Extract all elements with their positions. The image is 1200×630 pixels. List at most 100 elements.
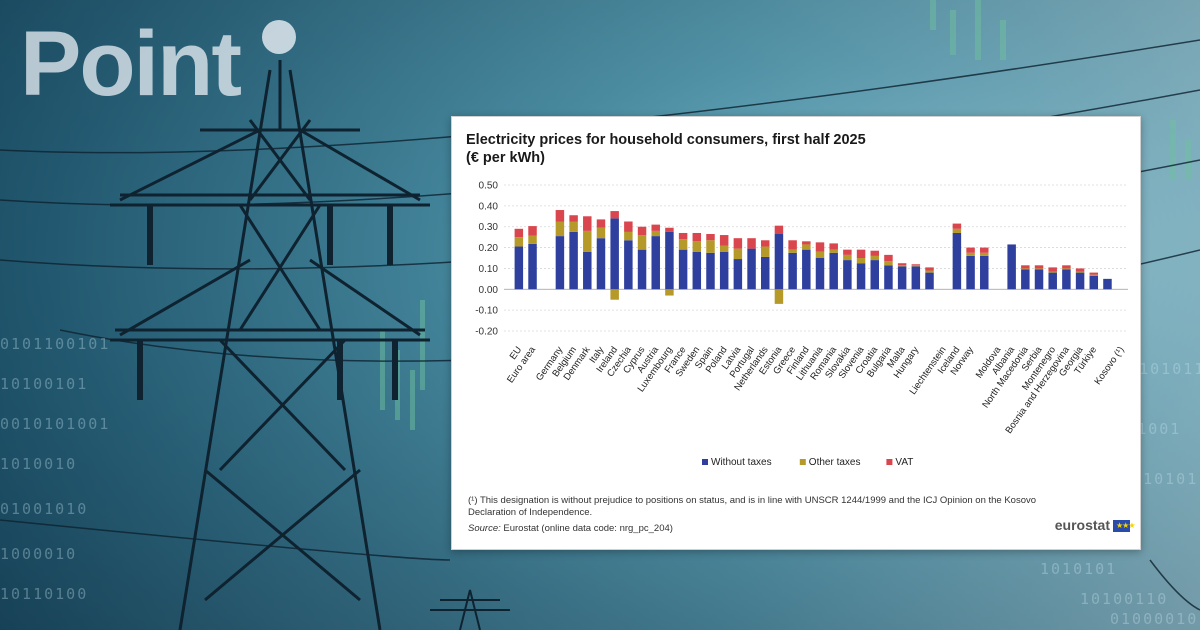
bar-segment xyxy=(514,228,524,238)
bar-segment xyxy=(569,215,578,222)
bar-segment xyxy=(610,211,619,219)
bar-segment xyxy=(1021,265,1030,269)
y-tick-label: -0.10 xyxy=(475,306,498,317)
bar-segment xyxy=(980,255,989,290)
bar-segment xyxy=(651,224,660,231)
bar-segment xyxy=(624,240,633,290)
binary-text: 10100110 xyxy=(1080,590,1169,608)
bar-segment xyxy=(678,249,688,290)
bar-segment xyxy=(897,266,907,290)
bar-segment xyxy=(788,240,797,250)
y-tick-label: -0.20 xyxy=(475,327,498,338)
binary-text: 1000010 xyxy=(0,545,78,563)
bar-segment xyxy=(528,243,537,290)
binary-text: 01001010 xyxy=(0,500,89,518)
bar-segment xyxy=(829,249,838,253)
tower-insulators xyxy=(137,205,398,400)
bar-segment xyxy=(897,263,907,266)
bar-segment xyxy=(692,251,702,290)
bar-segment xyxy=(815,258,825,290)
bar-segment xyxy=(665,289,674,296)
bar-segment xyxy=(637,235,647,250)
bar-segment xyxy=(583,216,592,231)
chart-footnote: (¹) This designation is without prejudic… xyxy=(468,495,1037,518)
flag-stars: ★★★ xyxy=(1116,521,1135,530)
bar-segment xyxy=(884,261,893,266)
bar-segment xyxy=(788,252,797,290)
bar-segment xyxy=(596,238,606,290)
bar-segment xyxy=(651,236,660,290)
bar-segment xyxy=(1075,271,1085,273)
bar-segment xyxy=(1103,278,1112,290)
bar-segment xyxy=(514,246,524,290)
legend-label: VAT xyxy=(895,457,913,468)
legend-swatch xyxy=(799,459,806,465)
bar-segment xyxy=(1062,268,1071,270)
eu-flag-icon: ★★★ xyxy=(1113,520,1135,532)
bar-segment xyxy=(719,245,729,252)
bar-segment xyxy=(1062,269,1071,290)
bar-segment xyxy=(925,267,934,271)
bar-segment xyxy=(637,249,647,290)
bar-segment xyxy=(952,232,962,290)
bar-segment xyxy=(555,210,565,222)
bar-segment xyxy=(528,226,537,236)
bar-segment xyxy=(555,221,565,237)
bar-segment xyxy=(610,218,619,290)
legend-label: Without taxes xyxy=(711,457,772,468)
bar-segment xyxy=(678,239,688,250)
bar-segment xyxy=(952,223,962,229)
binary-text: 0010101001 xyxy=(0,415,111,433)
chart-card: Electricity prices for household consume… xyxy=(451,116,1141,550)
bar-segment xyxy=(897,265,907,267)
bar-segment xyxy=(665,231,674,290)
binary-text: 01000010 xyxy=(1110,610,1199,628)
bar-segment xyxy=(1048,271,1057,273)
transmission-tower xyxy=(110,60,430,630)
bar-segment xyxy=(856,249,866,258)
y-tick-label: 0.40 xyxy=(479,201,499,212)
bar-segment xyxy=(733,238,743,249)
bar-segment xyxy=(583,230,592,252)
bar-segment xyxy=(1007,244,1016,290)
bar-segment xyxy=(514,237,524,247)
bar-segment xyxy=(651,230,660,237)
bar-segment xyxy=(856,258,866,264)
y-tick-label: 0.30 xyxy=(479,222,499,233)
stacked-bar-chart: 0.500.400.300.200.100.00-0.10-0.20EUEuro… xyxy=(475,181,1128,468)
bar-segment xyxy=(706,234,715,241)
bar-segment xyxy=(1021,269,1030,290)
bar-segment xyxy=(774,234,784,290)
source-text: Eurostat (online data code: nrg_pc_204) xyxy=(500,523,673,534)
bar-segment xyxy=(761,246,770,257)
bar-segment xyxy=(829,243,838,250)
bar-segment xyxy=(802,244,811,250)
bar-segment xyxy=(1089,275,1099,290)
bar-segment xyxy=(719,251,729,290)
y-tick-label: 0.10 xyxy=(479,264,499,275)
eurostat-logo: eurostat xyxy=(1054,517,1110,533)
binary-text: 10110100 xyxy=(0,585,89,603)
bar-segment xyxy=(870,255,879,261)
chart-source: Source: Eurostat (online data code: nrg_… xyxy=(468,523,673,534)
bar-segment xyxy=(692,241,702,252)
bar-segment xyxy=(952,228,962,233)
bar-segment xyxy=(678,232,688,240)
bar-segment xyxy=(843,260,852,290)
bar-segment xyxy=(980,247,989,253)
bar-segment xyxy=(747,238,756,249)
bar-segment xyxy=(870,250,879,256)
binary-text: 1010101 xyxy=(1040,560,1118,578)
bar-segment xyxy=(966,255,975,290)
bar-segment xyxy=(1062,265,1071,269)
bar-segment xyxy=(856,263,866,290)
bar-segment xyxy=(1021,268,1030,270)
bar-segment xyxy=(911,264,921,266)
binary-text: 10100101 xyxy=(0,375,89,393)
bar-segment xyxy=(719,235,729,246)
bar-segment xyxy=(966,247,975,253)
bar-segment xyxy=(637,226,647,236)
bar-segment xyxy=(925,272,934,290)
bar-segment xyxy=(1034,265,1044,269)
bar-segment xyxy=(815,251,825,258)
